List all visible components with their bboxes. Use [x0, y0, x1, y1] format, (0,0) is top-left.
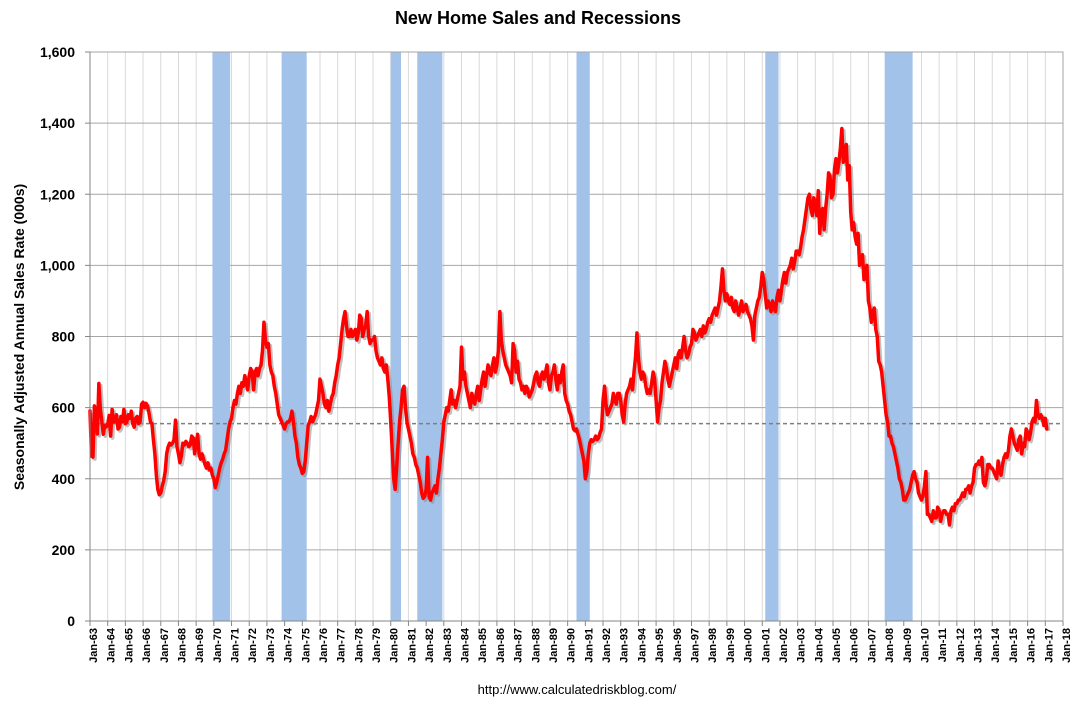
x-tick-label: Jan-85 [477, 628, 489, 663]
source-url: http://www.calculatedriskblog.com/ [478, 682, 677, 697]
x-tick-label: Jan-90 [566, 628, 578, 663]
x-tick-label: Jan-69 [194, 628, 206, 663]
x-tick-label: Jan-78 [353, 628, 365, 663]
x-tick-label: Jan-88 [530, 628, 542, 663]
x-tick-label: Jan-77 [336, 628, 348, 663]
x-tick-label: Jan-68 [176, 628, 188, 663]
x-tick-label: Jan-72 [247, 628, 259, 663]
recession-bar [765, 52, 779, 621]
recession-bar [390, 52, 402, 621]
x-tick-label: Jan-79 [371, 628, 383, 663]
x-tick-label: Jan-84 [460, 627, 472, 663]
x-tick-label: Jan-67 [159, 628, 171, 663]
y-tick-label: 200 [52, 542, 76, 558]
y-tick-label: 1,600 [40, 44, 75, 60]
x-tick-label: Jan-75 [300, 628, 312, 663]
x-tick-label: Jan-82 [424, 628, 436, 663]
x-tick-label: Jan-08 [884, 628, 896, 663]
x-tick-label: Jan-94 [636, 627, 648, 663]
x-tick-label: Jan-04 [813, 627, 825, 663]
x-tick-label: Jan-97 [689, 628, 701, 663]
x-tick-label: Jan-89 [548, 628, 560, 663]
x-tick-label: Jan-98 [707, 628, 719, 663]
y-axis-label: Seasonally Adjusted Annual Sales Rate (0… [11, 184, 27, 490]
x-tick-label: Jan-15 [1008, 628, 1020, 663]
x-tick-label: Jan-76 [318, 628, 330, 663]
recession-bar [212, 52, 231, 621]
x-tick-labels: Jan-63 Jan-64 Jan-65 Jan-66 Jan-67 Jan-68 Jan-… [88, 627, 1073, 663]
x-tick-label: Jan-12 [955, 628, 967, 663]
sales-series [88, 126, 1051, 529]
y-tick-label: 800 [52, 329, 76, 345]
sales-line [88, 126, 1049, 527]
x-tick-label: Jan-95 [654, 628, 666, 663]
x-tick-label: Jan-83 [442, 628, 454, 663]
x-tick-label: Jan-81 [406, 628, 418, 663]
x-tick-label: Jan-16 [1026, 628, 1038, 663]
x-tick-label: Jan-71 [230, 628, 242, 663]
y-tick-label: 1,200 [40, 186, 75, 202]
x-tick-label: Jan-91 [583, 628, 595, 663]
x-tick-label: Jan-18 [1061, 628, 1073, 663]
recession-bar [281, 52, 307, 621]
x-tick-label: Jan-93 [619, 628, 631, 663]
x-tick-label: Jan-73 [265, 628, 277, 663]
axes [85, 51, 1064, 626]
x-tick-label: Jan-00 [743, 628, 755, 663]
y-tick-label: 400 [52, 471, 76, 487]
x-tick-label: Jan-01 [760, 628, 772, 663]
recession-bar [884, 52, 913, 621]
x-tick-label: Jan-11 [937, 628, 949, 662]
x-tick-label: Jan-74 [283, 627, 295, 663]
x-tick-label: Jan-64 [106, 627, 118, 663]
y-tick-label: 1,000 [40, 257, 75, 273]
x-tick-label: Jan-87 [513, 628, 525, 663]
x-tick-label: Jan-07 [866, 628, 878, 663]
x-tick-label: Jan-06 [849, 628, 861, 663]
x-tick-label: Jan-10 [919, 628, 931, 663]
x-tick-label: Jan-03 [796, 628, 808, 663]
x-tick-label: Jan-17 [1043, 628, 1055, 663]
x-tick-label: Jan-99 [725, 628, 737, 663]
x-tick-label: Jan-80 [389, 628, 401, 663]
x-tick-label: Jan-09 [902, 628, 914, 663]
x-tick-label: Jan-14 [990, 627, 1002, 663]
x-tick-label: Jan-63 [88, 628, 100, 663]
y-tick-label: 600 [52, 400, 76, 416]
recession-bars [212, 52, 913, 621]
x-tick-label: Jan-66 [141, 628, 153, 663]
x-tick-label: Jan-86 [495, 628, 507, 663]
x-tick-label: Jan-05 [831, 628, 843, 663]
y-tick-labels: 0 200 400 600 800 1,000 1,200 1,400 1,600 [40, 44, 75, 629]
x-tick-label: Jan-70 [212, 628, 224, 663]
recession-bar [576, 52, 590, 621]
x-tick-label: Jan-96 [672, 628, 684, 663]
x-tick-label: Jan-13 [973, 628, 985, 663]
x-tick-label: Jan-65 [123, 628, 135, 663]
recession-bar [417, 52, 443, 621]
chart-title: New Home Sales and Recessions [395, 8, 681, 28]
x-tick-label: Jan-02 [778, 628, 790, 663]
x-tick-label: Jan-92 [601, 628, 613, 663]
y-tick-label: 1,400 [40, 115, 75, 131]
y-tick-label: 0 [67, 613, 75, 629]
